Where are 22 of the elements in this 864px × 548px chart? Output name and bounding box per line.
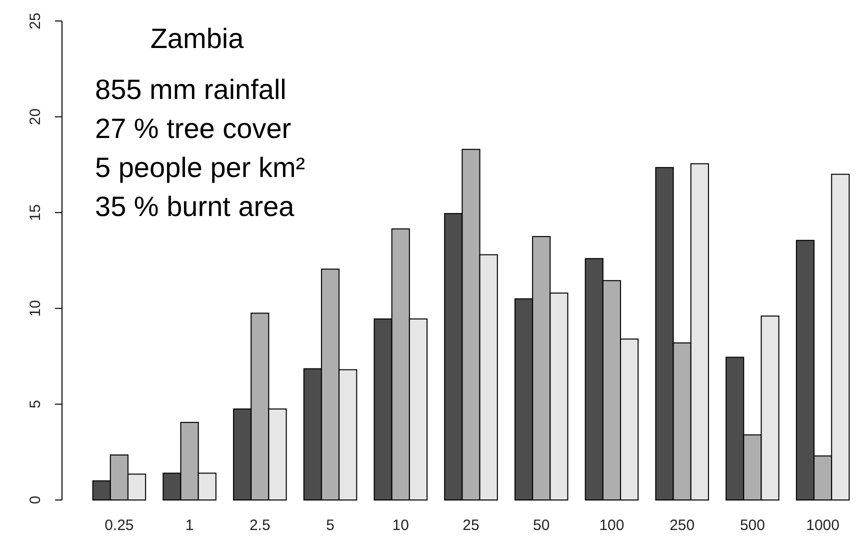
x-tick-label: 250 bbox=[670, 517, 695, 534]
x-tick-label: 1000 bbox=[806, 517, 840, 534]
x-tick-label: 25 bbox=[462, 517, 480, 534]
y-tick-label: 25 bbox=[27, 12, 44, 30]
x-tick-label: 1 bbox=[185, 517, 194, 534]
y-tick-label: 15 bbox=[27, 204, 44, 221]
annotation: 855 mm rainfall bbox=[95, 74, 286, 105]
y-tick-label: 10 bbox=[27, 300, 44, 317]
annotation: 27 % tree cover bbox=[95, 113, 292, 144]
x-tick-label: 5 bbox=[326, 517, 334, 534]
x-tick-label: 500 bbox=[740, 517, 765, 534]
chart-title: Zambia bbox=[150, 23, 244, 54]
annotation: 5 people per km² bbox=[95, 152, 306, 183]
x-tick-label: 2.5 bbox=[249, 517, 270, 534]
y-tick-label: 0 bbox=[27, 496, 44, 504]
y-tick-label: 5 bbox=[27, 400, 44, 408]
x-tick-label: 50 bbox=[533, 517, 550, 534]
x-tick-label: 0.25 bbox=[104, 517, 134, 534]
y-tick-label: 20 bbox=[27, 108, 44, 126]
x-tick-label: 10 bbox=[392, 517, 409, 534]
x-tick-label: 100 bbox=[599, 517, 624, 534]
annotation: 35 % burnt area bbox=[95, 191, 295, 222]
